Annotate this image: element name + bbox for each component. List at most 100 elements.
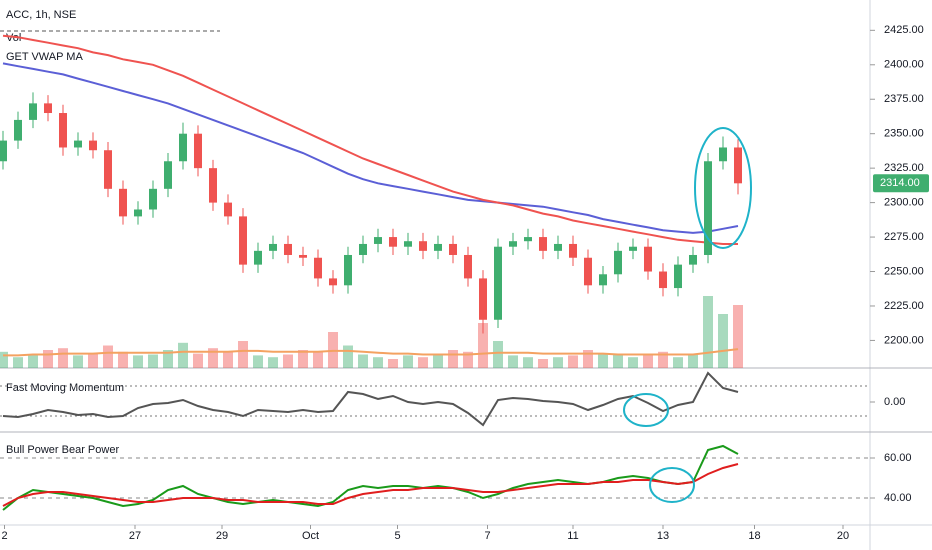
x-tick-label: 11 xyxy=(567,530,578,542)
indicator-line xyxy=(2,463,739,507)
y-tick-label: 2250.00 xyxy=(884,265,924,277)
candle-body xyxy=(629,246,637,251)
candle-body xyxy=(284,243,292,255)
candle-body xyxy=(599,274,607,286)
candle-body xyxy=(329,278,337,286)
candle-body xyxy=(644,246,652,272)
y-tick-label: 2300.00 xyxy=(884,197,924,209)
volume-bar xyxy=(553,357,563,368)
x-tick-label: 2 xyxy=(1,530,7,542)
candle-body xyxy=(359,243,367,255)
volume-bar xyxy=(0,351,9,368)
volume-bar xyxy=(208,348,218,368)
volume-bar xyxy=(268,357,278,368)
volume-bar xyxy=(163,350,173,368)
volume-bar xyxy=(643,355,653,368)
candle-body xyxy=(374,237,382,244)
candle-body xyxy=(239,216,247,265)
candle-body xyxy=(734,147,742,184)
annotation-circle xyxy=(649,467,695,503)
volume-bar xyxy=(283,354,293,368)
y-tick-label: 2325.00 xyxy=(884,162,924,174)
candle-body xyxy=(29,103,37,120)
y-tick-label: 40.00 xyxy=(884,492,912,504)
x-tick-label: 13 xyxy=(657,530,669,542)
volume-bar xyxy=(133,355,143,368)
volume-bar xyxy=(388,359,398,368)
x-tick-label: 7 xyxy=(484,530,490,542)
volume-bar xyxy=(103,345,113,368)
volume-bar xyxy=(58,348,68,368)
legend-vwap: GET VWAP MA xyxy=(6,51,83,63)
candle-body xyxy=(59,113,67,148)
volume-bar xyxy=(628,357,638,368)
candle-body xyxy=(164,161,172,189)
volume-bar xyxy=(193,353,203,368)
x-tick-label: 20 xyxy=(837,530,849,542)
x-tick-label: Oct xyxy=(302,530,319,542)
volume-bar xyxy=(403,355,413,368)
volume-bar xyxy=(463,351,473,368)
volume-bar xyxy=(583,350,593,368)
y-tick-label: 2375.00 xyxy=(884,93,924,105)
candle-body xyxy=(149,188,157,210)
chart-title: ACC, 1h, NSE xyxy=(6,9,76,21)
volume-bar xyxy=(148,354,158,368)
volume-ma-line xyxy=(3,348,739,357)
volume-bar xyxy=(613,354,623,368)
candle-body xyxy=(434,243,442,251)
volume-bar xyxy=(718,314,728,368)
y-tick-label: 2275.00 xyxy=(884,231,924,243)
last-price-box xyxy=(873,174,929,193)
x-tick-label: 27 xyxy=(129,530,141,542)
annotation-circle xyxy=(694,127,752,249)
candle-body xyxy=(524,237,532,242)
candle-body xyxy=(224,202,232,217)
ma-line xyxy=(2,62,739,234)
candle-body xyxy=(44,103,52,114)
candle-body xyxy=(689,254,697,265)
x-tick-label: 18 xyxy=(748,530,760,542)
candle-body xyxy=(209,168,217,203)
volume-bar xyxy=(418,357,428,368)
pane-title: Fast Moving Momentum xyxy=(6,382,124,394)
volume-bar xyxy=(658,351,668,368)
volume-bar xyxy=(493,341,503,368)
candle-body xyxy=(389,237,397,247)
candle-body xyxy=(89,140,97,151)
volume-bar xyxy=(598,353,608,368)
candle-body xyxy=(614,250,622,275)
x-tick-label: 5 xyxy=(394,530,400,542)
indicator-line xyxy=(2,444,739,511)
volume-bar xyxy=(478,323,488,368)
volume-bar xyxy=(448,350,458,368)
candle-body xyxy=(254,250,262,265)
y-tick-label: 2400.00 xyxy=(884,59,924,71)
candle-body xyxy=(119,188,127,217)
volume-bar xyxy=(508,355,518,368)
volume-bar xyxy=(688,354,698,368)
volume-bar xyxy=(43,350,53,368)
volume-bar xyxy=(538,359,548,368)
candle-body xyxy=(464,254,472,279)
annotation-circle xyxy=(623,393,669,427)
volume-bar xyxy=(253,355,263,368)
candle-body xyxy=(404,241,412,247)
candle-body xyxy=(14,119,22,141)
candle-body xyxy=(104,150,112,189)
y-tick-label: 60.00 xyxy=(884,452,912,464)
legend-volume: Vol xyxy=(6,32,21,44)
y-tick-label: 0.00 xyxy=(884,396,905,408)
volume-bar xyxy=(73,355,83,368)
volume-bar xyxy=(733,305,743,368)
volume-bar xyxy=(673,357,683,368)
volume-bar xyxy=(238,341,248,368)
volume-bar xyxy=(568,355,578,368)
candle-body xyxy=(674,264,682,289)
candle-body xyxy=(179,133,187,162)
volume-bar xyxy=(433,354,443,368)
volume-bar xyxy=(13,357,23,368)
y-tick-label: 2350.00 xyxy=(884,128,924,140)
ma-line xyxy=(2,34,738,245)
